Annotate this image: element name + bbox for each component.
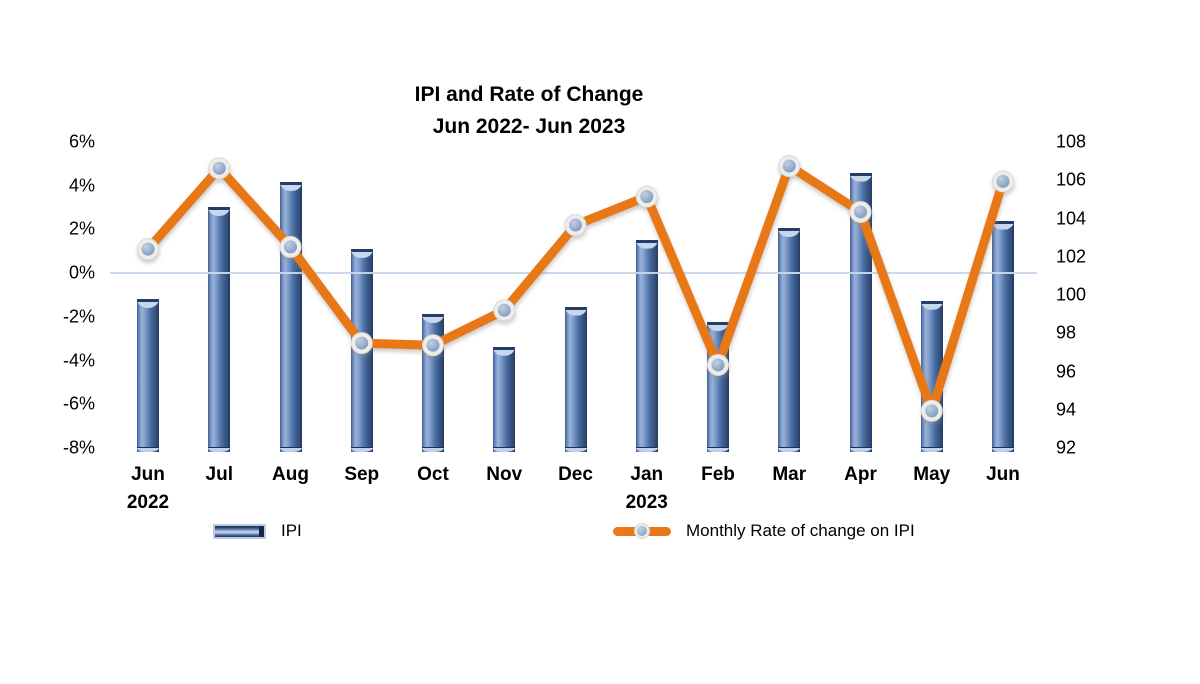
- rate-marker: [635, 185, 658, 208]
- ipi-bar: [635, 239, 658, 453]
- rate-marker: [564, 214, 587, 237]
- x-axis-label: Apr: [844, 464, 877, 485]
- legend-rate-label: Monthly Rate of change on IPI: [686, 521, 915, 540]
- rate-marker-dot: [640, 190, 654, 204]
- zero-gridline: [110, 272, 1037, 275]
- x-axis-label: Jun: [131, 464, 165, 485]
- rate-marker: [493, 299, 516, 322]
- rate-marker-dot: [212, 161, 226, 175]
- right-axis-tick: 92: [1056, 437, 1077, 458]
- rate-marker-dot: [996, 174, 1010, 188]
- right-axis-tick: 102: [1056, 246, 1087, 267]
- x-axis-label: Aug: [272, 464, 309, 485]
- legend-ipi-bar-swatch-icon: [213, 524, 266, 539]
- ipi-bar: [707, 321, 729, 453]
- ipi-bar: [208, 207, 231, 452]
- left-axis-tick: 0%: [68, 262, 95, 283]
- ipi-bar: [137, 299, 159, 452]
- rate-marker: [992, 170, 1014, 193]
- legend-rate-marker-icon: [634, 523, 650, 539]
- x-axis-year-label: 2023: [625, 492, 668, 513]
- rate-marker-dot: [497, 303, 511, 317]
- x-axis-label: Feb: [701, 464, 735, 485]
- ipi-bar: [849, 172, 872, 453]
- x-axis-label: Sep: [344, 464, 380, 485]
- left-axis-tick: 2%: [68, 218, 95, 239]
- right-axis-tick: 98: [1056, 322, 1077, 343]
- rate-marker: [208, 157, 231, 180]
- right-axis-tick: 96: [1056, 361, 1077, 381]
- chart-subtitle: Jun 2022- Jun 2023: [432, 115, 626, 138]
- x-axis-label: May: [913, 464, 951, 485]
- x-axis-label: Oct: [417, 464, 449, 485]
- ipi-bar: [350, 249, 373, 452]
- legend-ipi-label: IPI: [281, 521, 302, 540]
- x-axis-year-label: 2022: [126, 492, 170, 513]
- ipi-bar: [422, 314, 444, 452]
- ipi-bar: [564, 306, 587, 453]
- x-axis-label: Jul: [205, 464, 233, 485]
- rate-marker: [778, 155, 801, 178]
- rate-marker-dot: [782, 159, 796, 173]
- left-axis-tick: 4%: [68, 175, 95, 196]
- left-axis-tick: -8%: [62, 437, 95, 458]
- ipi-bar: [493, 346, 516, 453]
- ipi-bar: [992, 220, 1014, 453]
- right-axis-tick: 106: [1056, 169, 1087, 190]
- left-axis-tick: -2%: [62, 306, 95, 327]
- right-axis-tick: 100: [1056, 284, 1087, 305]
- left-axis-tick: -4%: [62, 350, 95, 371]
- x-axis-label: Mar: [772, 464, 807, 485]
- rate-marker: [137, 238, 159, 261]
- x-axis-label: Jan: [630, 464, 664, 485]
- rate-marker-dot: [569, 218, 582, 232]
- ipi-bar: [778, 228, 801, 452]
- x-axis-label: Dec: [558, 464, 593, 485]
- left-axis-tick: -6%: [62, 393, 95, 414]
- rate-marker-dot: [141, 242, 155, 256]
- chart-title: IPI and Rate of Change: [414, 83, 644, 106]
- left-axis-tick: 6%: [68, 131, 95, 152]
- x-axis-label: Jun: [986, 464, 1020, 485]
- right-axis-tick: 108: [1056, 131, 1087, 152]
- ipi-bar: [920, 300, 943, 453]
- ipi-bar: [279, 182, 302, 452]
- right-axis-tick: 94: [1056, 399, 1077, 420]
- right-axis-tick: 104: [1056, 208, 1087, 228]
- x-axis-label: Nov: [486, 464, 523, 485]
